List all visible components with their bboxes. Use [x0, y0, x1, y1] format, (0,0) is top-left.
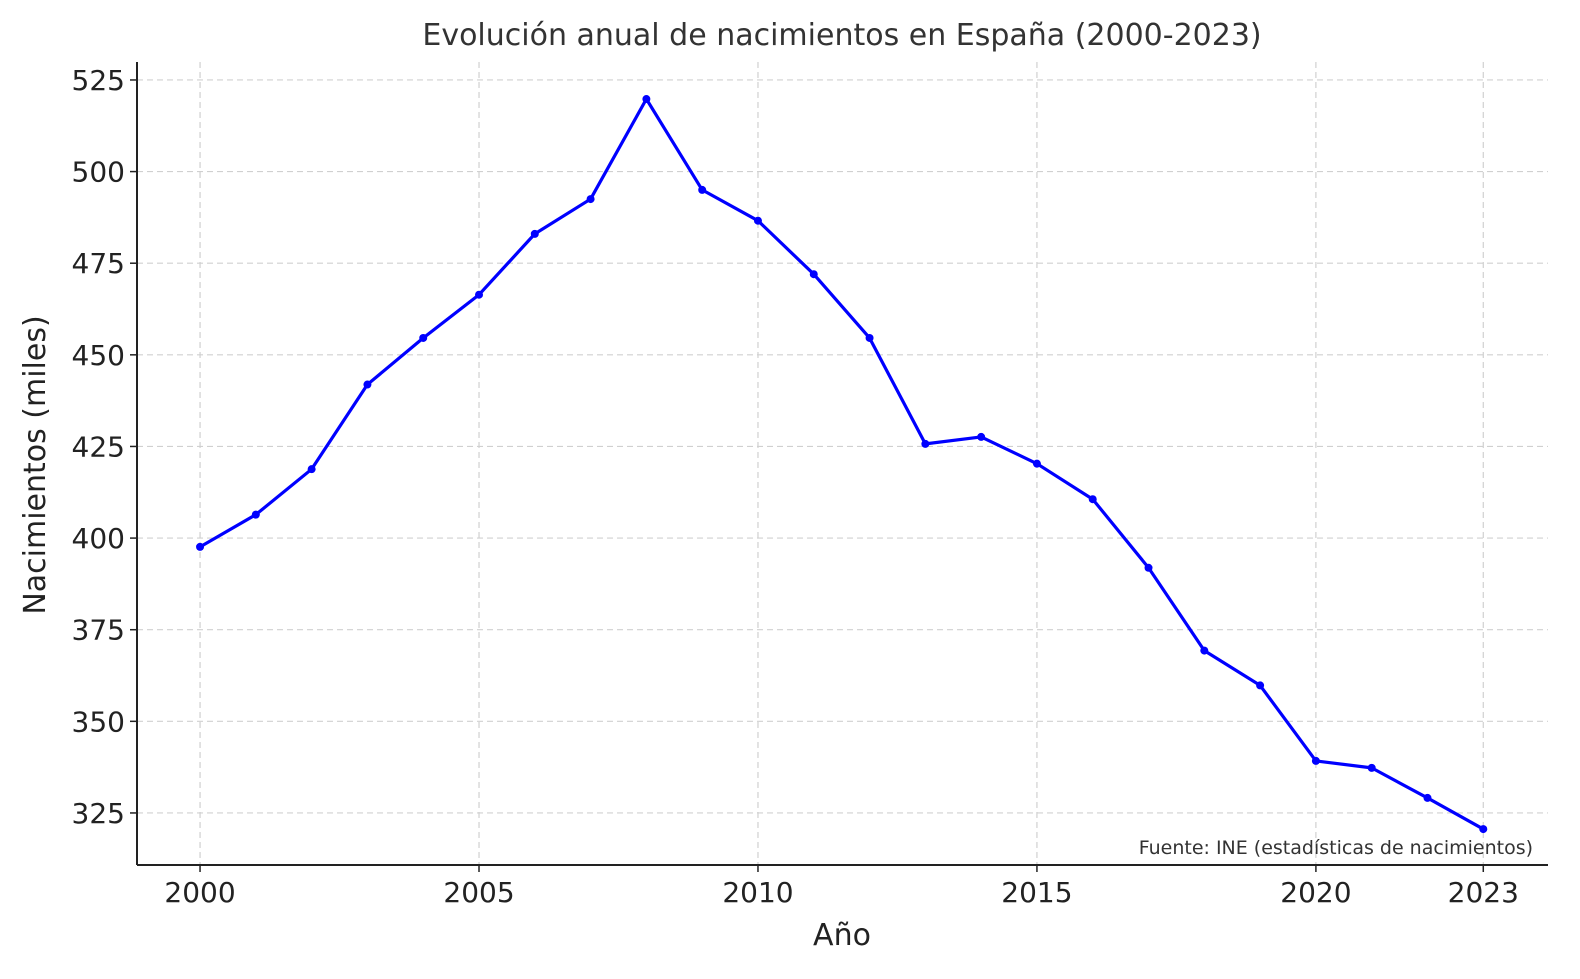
data-point-2000: [196, 542, 205, 551]
data-point-2023: [1479, 825, 1488, 834]
data-point-2011: [809, 270, 818, 279]
y-tick-label: 450: [72, 339, 125, 372]
data-point-2014: [977, 432, 986, 441]
data-point-2018: [1200, 646, 1209, 655]
data-point-2001: [251, 510, 260, 519]
x-tick-label: 2020: [1280, 876, 1351, 909]
x-axis-ticks: 2000 2005 2010 2015 2020 2023: [164, 865, 1519, 909]
x-tick-label: 2023: [1448, 876, 1519, 909]
y-tick-label: 425: [72, 430, 125, 463]
x-tick-label: 2010: [722, 876, 793, 909]
data-point-2017: [1144, 563, 1153, 572]
x-axis-label: Año: [813, 918, 871, 953]
y-axis-ticks: 325 350 375 400 425 450 475 500 525: [72, 64, 137, 830]
x-tick-label: 2000: [164, 876, 235, 909]
data-point-2016: [1088, 495, 1097, 504]
data-point-2004: [419, 333, 428, 342]
x-tick-label: 2015: [1001, 876, 1072, 909]
data-point-2020: [1311, 756, 1320, 765]
data-point-2007: [586, 195, 595, 204]
y-tick-label: 525: [72, 64, 125, 97]
data-point-2002: [307, 465, 316, 474]
data-point-2010: [753, 216, 762, 225]
data-point-2013: [921, 439, 930, 448]
y-tick-label: 325: [72, 797, 125, 830]
data-point-2006: [530, 229, 539, 238]
data-point-2005: [475, 290, 484, 299]
grid-lines: [137, 62, 1548, 865]
data-point-2015: [1032, 459, 1041, 468]
data-point-2019: [1256, 681, 1265, 690]
source-annotation: Fuente: INE (estadísticas de nacimientos…: [1139, 837, 1533, 859]
data-point-2003: [363, 380, 372, 389]
data-point-2008: [642, 95, 651, 104]
y-tick-label: 350: [72, 705, 125, 738]
y-tick-label: 400: [72, 522, 125, 555]
y-tick-label: 500: [72, 156, 125, 189]
data-point-2022: [1423, 793, 1432, 802]
series-line: [199, 97, 1485, 831]
y-tick-label: 475: [72, 247, 125, 280]
data-point-2009: [698, 185, 707, 194]
data-point-2012: [865, 333, 874, 342]
data-point-2021: [1367, 763, 1376, 772]
x-tick-label: 2005: [443, 876, 514, 909]
y-axis-label: Nacimientos (miles): [18, 315, 53, 614]
chart-title: Evolución anual de nacimientos en España…: [422, 18, 1261, 53]
y-tick-label: 375: [72, 614, 125, 647]
series-layer: [196, 95, 1488, 834]
